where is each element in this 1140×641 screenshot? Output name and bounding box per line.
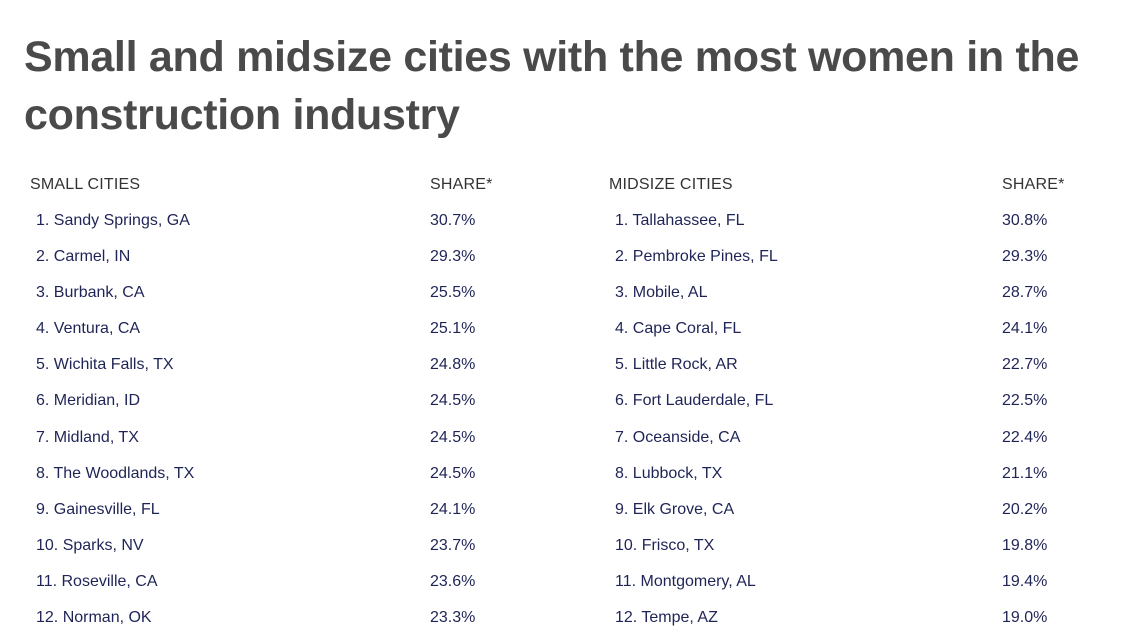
chart-title: Small and midsize cities with the most w… (24, 33, 1080, 139)
share-cell: 29.3% (1002, 248, 1048, 266)
table-body: 1. Sandy Springs, GA 30.7% 2. Carmel, IN 29… (30, 204, 530, 637)
column-header-share: SHARE* (1002, 176, 1065, 193)
table-row: 5. Little Rock, AR 22.7% (609, 348, 1109, 384)
share-cell: 24.5% (430, 428, 476, 446)
share-cell: 19.8% (1002, 536, 1048, 554)
share-cell: 28.7% (1002, 284, 1048, 302)
table-row: 6. Fort Lauderdale, FL 22.5% (609, 384, 1109, 420)
column-header-city: SMALL CITIES (30, 176, 141, 193)
table-row: 7. Midland, TX 24.5% (30, 421, 530, 457)
city-cell: 4. Cape Coral, FL (615, 320, 742, 338)
city-cell: 6. Meridian, ID (36, 392, 141, 410)
city-cell: 5. Little Rock, AR (615, 356, 738, 374)
table-row: 2. Carmel, IN 29.3% (30, 240, 530, 276)
share-cell: 23.6% (430, 572, 476, 590)
table-row: 1. Tallahassee, FL 30.8% (609, 204, 1109, 240)
share-cell: 23.3% (430, 609, 476, 627)
city-cell: 2. Pembroke Pines, FL (615, 248, 778, 266)
share-cell: 24.5% (430, 392, 476, 410)
city-cell: 12. Tempe, AZ (615, 609, 718, 627)
table-row: 8. The Woodlands, TX 24.5% (30, 457, 530, 493)
city-cell: 2. Carmel, IN (36, 248, 131, 266)
city-cell: 1. Sandy Springs, GA (36, 212, 190, 229)
table-row: 11. Montgomery, AL 19.4% (609, 565, 1109, 601)
share-cell: 19.0% (1002, 609, 1048, 627)
city-cell: 3. Mobile, AL (615, 284, 708, 302)
share-cell: 21.1% (1002, 464, 1048, 482)
share-cell: 24.8% (430, 356, 476, 374)
city-cell: 8. The Woodlands, TX (36, 464, 195, 482)
share-cell: 25.5% (430, 284, 476, 302)
city-cell: 5. Wichita Falls, TX (36, 356, 174, 374)
table-row: 9. Elk Grove, CA 20.2% (609, 493, 1109, 529)
city-cell: 7. Midland, TX (36, 428, 139, 446)
share-cell: 22.7% (1002, 356, 1048, 374)
share-cell: 24.1% (1002, 320, 1048, 338)
city-cell: 6. Fort Lauderdale, FL (615, 392, 774, 410)
table-row: 10. Sparks, NV 23.7% (30, 529, 530, 565)
table-row: 3. Mobile, AL 28.7% (609, 276, 1109, 312)
share-cell: 24.5% (430, 464, 476, 482)
share-cell: 22.5% (1002, 392, 1048, 410)
share-cell: 30.8% (1002, 212, 1048, 229)
table-row: 4. Ventura, CA 25.1% (30, 312, 530, 348)
table-row: 5. Wichita Falls, TX 24.8% (30, 348, 530, 384)
share-cell: 24.1% (430, 500, 476, 518)
table-row: 11. Roseville, CA 23.6% (30, 565, 530, 601)
column-header-city: MIDSIZE CITIES (609, 176, 733, 193)
share-cell: 22.4% (1002, 428, 1048, 446)
table-header: MIDSIZE CITIES SHARE* (609, 168, 1109, 204)
midsize-cities-table: MIDSIZE CITIES SHARE* 1. Tallahassee, FL… (609, 168, 1109, 637)
city-cell: 8. Lubbock, TX (615, 464, 723, 482)
column-header-share: SHARE* (430, 176, 493, 193)
city-cell: 4. Ventura, CA (36, 320, 141, 338)
city-cell: 10. Frisco, TX (615, 536, 715, 554)
small-cities-table: SMALL CITIES SHARE* 1. Sandy Springs, GA… (30, 168, 530, 637)
table-row: 9. Gainesville, FL 24.1% (30, 493, 530, 529)
table-row: 3. Burbank, CA 25.5% (30, 276, 530, 312)
share-cell: 20.2% (1002, 500, 1048, 518)
city-cell: 9. Elk Grove, CA (615, 500, 735, 518)
city-cell: 9. Gainesville, FL (36, 500, 160, 518)
table-row: 12. Tempe, AZ 19.0% (609, 601, 1109, 637)
share-cell: 25.1% (430, 320, 476, 338)
table-row: 4. Cape Coral, FL 24.1% (609, 312, 1109, 348)
table-row: 1. Sandy Springs, GA 30.7% (30, 204, 530, 240)
city-cell: 12. Norman, OK (36, 609, 152, 627)
share-cell: 30.7% (430, 212, 476, 229)
table-row: 7. Oceanside, CA 22.4% (609, 421, 1109, 457)
table-row: 10. Frisco, TX 19.8% (609, 529, 1109, 565)
table-header: SMALL CITIES SHARE* (30, 168, 530, 204)
city-cell: 3. Burbank, CA (36, 284, 145, 302)
city-cell: 11. Montgomery, AL (615, 572, 756, 590)
table-row: 6. Meridian, ID 24.5% (30, 384, 530, 420)
share-cell: 23.7% (430, 536, 476, 554)
city-cell: 11. Roseville, CA (36, 572, 158, 590)
share-cell: 29.3% (430, 248, 476, 266)
table-body: 1. Tallahassee, FL 30.8% 2. Pembroke Pines… (609, 204, 1109, 637)
table-row: 8. Lubbock, TX 21.1% (609, 457, 1109, 493)
share-cell: 19.4% (1002, 572, 1048, 590)
city-cell: 7. Oceanside, CA (615, 428, 741, 446)
table-row: 2. Pembroke Pines, FL 29.3% (609, 240, 1109, 276)
table-row: 12. Norman, OK 23.3% (30, 601, 530, 637)
city-cell: 1. Tallahassee, FL (615, 212, 745, 229)
city-cell: 10. Sparks, NV (36, 536, 144, 554)
